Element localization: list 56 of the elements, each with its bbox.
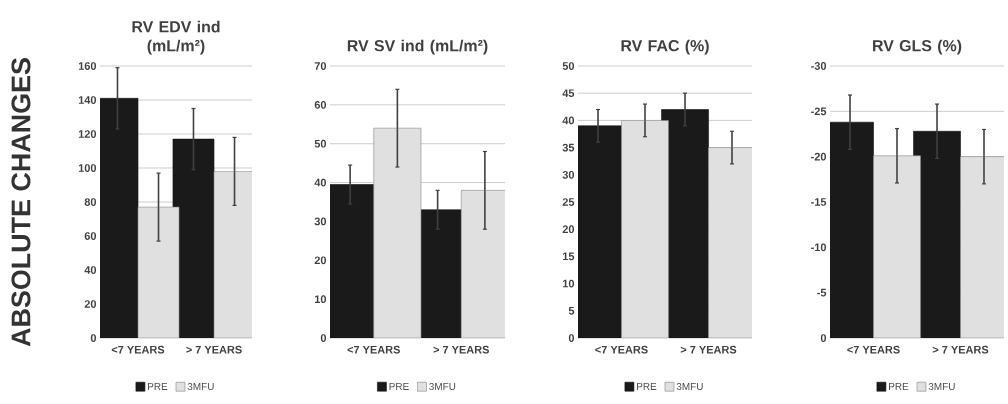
- y-tick-label: 50: [562, 62, 575, 70]
- y-tick-label: 35: [562, 143, 575, 152]
- y-tick-label: 0: [320, 334, 327, 342]
- legend-label: 3MFU: [928, 382, 955, 391]
- legend-label: 3MFU: [187, 382, 214, 391]
- y-axis-title: ABSOLUTE CHANGES: [11, 58, 31, 347]
- y-tick-label: 40: [84, 266, 97, 274]
- chart-title: RV GLS (%): [873, 39, 962, 55]
- y-tick-label: 10: [314, 295, 327, 304]
- x-tick-label: <7 YEARS: [347, 345, 400, 354]
- y-tick-label: 80: [84, 198, 97, 206]
- y-tick-label: 30: [562, 170, 575, 179]
- x-tick-label: > 7 YEARS: [680, 345, 737, 354]
- legend-label: 3MFU: [676, 382, 703, 391]
- y-tick-label: -20: [811, 152, 827, 161]
- y-tick-label: 0: [820, 334, 827, 342]
- y-tick-label: 20: [562, 225, 575, 234]
- chart-title: RV FAC (%): [621, 39, 709, 55]
- y-tick-label: 40: [562, 116, 575, 125]
- y-tick-label: 0: [568, 334, 575, 342]
- y-tick-label: 20: [84, 300, 97, 308]
- x-tick-label: <7 YEARS: [595, 345, 648, 354]
- y-tick-label: -10: [811, 243, 827, 252]
- y-tick-label: 60: [314, 100, 327, 109]
- y-tick-label: 160: [78, 62, 97, 70]
- y-tick-label: 140: [78, 96, 97, 104]
- x-tick-label: > 7 YEARS: [433, 345, 489, 354]
- y-tick-label: 40: [314, 178, 327, 187]
- y-tick-label: -15: [811, 198, 827, 206]
- y-tick-label: 25: [562, 198, 575, 206]
- y-tick-label: -30: [811, 62, 827, 70]
- y-tick-label: -5: [817, 288, 827, 297]
- y-tick-label: 10: [562, 279, 575, 288]
- y-tick-label: 100: [78, 164, 97, 172]
- legend-label: PRE: [889, 383, 909, 390]
- legend-label: PRE: [637, 383, 657, 390]
- y-tick-label: 0: [90, 334, 97, 342]
- x-tick-label: > 7 YEARS: [932, 345, 989, 354]
- y-tick-label: 70: [314, 62, 327, 70]
- chart-title: RV SV ind (mL/m²): [347, 39, 488, 55]
- legend-label: PRE: [148, 383, 168, 390]
- x-tick-label: <7 YEARS: [847, 345, 900, 354]
- y-tick-label: 20: [314, 256, 327, 265]
- y-tick-label: 15: [562, 252, 575, 261]
- y-tick-label: 60: [84, 232, 97, 240]
- y-tick-label: 120: [78, 130, 97, 138]
- chart-title: RV EDV ind (mL/m²): [132, 20, 220, 55]
- y-tick-label: 45: [562, 89, 575, 98]
- x-tick-label: <7 YEARS: [111, 345, 165, 354]
- y-tick-label: 30: [314, 217, 327, 226]
- x-tick-label: > 7 YEARS: [186, 345, 242, 354]
- y-tick-label: 50: [314, 139, 327, 148]
- y-tick-label: 5: [568, 306, 575, 315]
- y-tick-label: -25: [811, 107, 827, 116]
- legend-label: 3MFU: [429, 382, 456, 391]
- legend-label: PRE: [389, 383, 409, 390]
